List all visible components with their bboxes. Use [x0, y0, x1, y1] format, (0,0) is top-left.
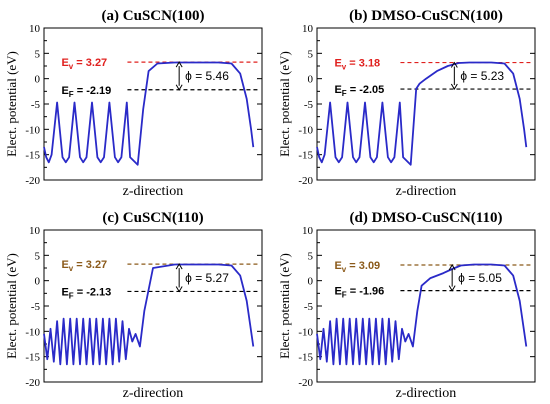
- chart-title: (b) DMSO-CuSCN(100): [349, 8, 503, 24]
- y-tick-label: -5: [31, 301, 41, 313]
- y-tick-label: -20: [298, 175, 313, 187]
- fermi-level-label: EF = -2.19: [61, 85, 111, 99]
- arrow-head-down: [450, 83, 458, 91]
- chart-panel-2: (c) CuSCN(110) -20 -15 -10 -5 0 5 10 Elect. pote…: [4, 210, 263, 401]
- y-tick-label: -10: [25, 326, 40, 338]
- arrow-head-up: [448, 264, 456, 271]
- work-function-label: ϕ = 5.23: [460, 69, 504, 83]
- y-tick-label: -10: [298, 124, 313, 136]
- work-function-label: ϕ = 5.27: [185, 271, 229, 285]
- plot-frame: [43, 229, 263, 383]
- y-tick-label: -5: [304, 301, 314, 313]
- y-tick-label: -5: [304, 99, 314, 111]
- plot-frame: [316, 27, 536, 181]
- y-tick-label: -15: [25, 352, 40, 364]
- arrow-head-down: [175, 84, 183, 91]
- y-tick-label: -15: [298, 150, 313, 162]
- work-function-label: ϕ = 5.05: [458, 271, 502, 285]
- potential-curve: [43, 61, 255, 166]
- y-tick-label: -15: [25, 150, 40, 162]
- y-tick-label: -20: [298, 377, 313, 389]
- y-tick-label: -5: [31, 99, 41, 111]
- fermi-level-label: EF = -2.05: [334, 84, 384, 98]
- potential-curve: [316, 61, 528, 166]
- vacuum-level-label: Ev = 3.09: [334, 260, 380, 274]
- arrow-head-down: [448, 285, 456, 292]
- y-tick-label: 0: [35, 276, 41, 288]
- chart-title: (d) DMSO-CuSCN(110): [350, 210, 503, 226]
- chart-panel-3: (d) DMSO-CuSCN(110) -20 -15 -10 -5 0 5 10 Elect.…: [277, 210, 536, 401]
- y-tick-label: -10: [298, 326, 313, 338]
- y-tick-label: 0: [35, 74, 41, 86]
- arrow-head-up: [450, 61, 458, 68]
- chart-title: (a) CuSCN(100): [102, 8, 205, 24]
- y-axis-label: Elect. potential (eV): [4, 51, 19, 157]
- vacuum-level-label: Ev = 3.27: [61, 57, 107, 71]
- y-axis-label: Elect. potential (eV): [4, 253, 19, 359]
- y-tick-label: 5: [35, 48, 41, 60]
- y-tick-label: 5: [35, 250, 41, 262]
- potential-curve: [316, 263, 528, 366]
- work-function-label: ϕ = 5.46: [185, 69, 229, 83]
- plot-frame: [43, 27, 263, 181]
- arrow-head-up: [175, 61, 183, 68]
- y-tick-label: 0: [308, 74, 314, 86]
- potential-curve: [43, 263, 255, 366]
- fermi-level-label: EF = -2.13: [61, 286, 111, 300]
- y-tick-label: 10: [29, 225, 41, 237]
- y-tick-label: -10: [25, 124, 40, 136]
- plot-frame: [316, 229, 536, 383]
- x-axis-label: z-direction: [396, 386, 457, 401]
- y-tick-label: 10: [29, 23, 41, 35]
- y-tick-label: 10: [302, 225, 314, 237]
- y-tick-label: -15: [298, 352, 313, 364]
- arrow-head-up: [175, 263, 183, 270]
- x-axis-label: z-direction: [123, 386, 184, 401]
- x-axis-label: z-direction: [396, 184, 457, 199]
- y-tick-label: -20: [25, 175, 40, 187]
- vacuum-level-label: Ev = 3.18: [334, 58, 380, 72]
- fermi-level-label: EF = -1.96: [334, 286, 384, 300]
- vacuum-level-label: Ev = 3.27: [61, 259, 107, 273]
- chart-panel-1: (b) DMSO-CuSCN(100) -20 -15 -10 -5 0 5 10 Elect.…: [277, 8, 536, 199]
- y-axis-label: Elect. potential (eV): [277, 253, 292, 359]
- x-axis-label: z-direction: [123, 184, 184, 199]
- y-axis-label: Elect. potential (eV): [277, 51, 292, 157]
- chart-panel-0: (a) CuSCN(100) -20 -15 -10 -5 0 5 10 Elect. pote…: [4, 8, 263, 199]
- y-tick-label: 5: [308, 48, 314, 60]
- y-tick-label: 5: [308, 250, 314, 262]
- y-tick-label: 0: [308, 276, 314, 288]
- chart-title: (c) CuSCN(110): [102, 210, 203, 226]
- y-tick-label: -20: [25, 377, 40, 389]
- y-tick-label: 10: [302, 23, 314, 35]
- arrow-head-down: [175, 286, 183, 293]
